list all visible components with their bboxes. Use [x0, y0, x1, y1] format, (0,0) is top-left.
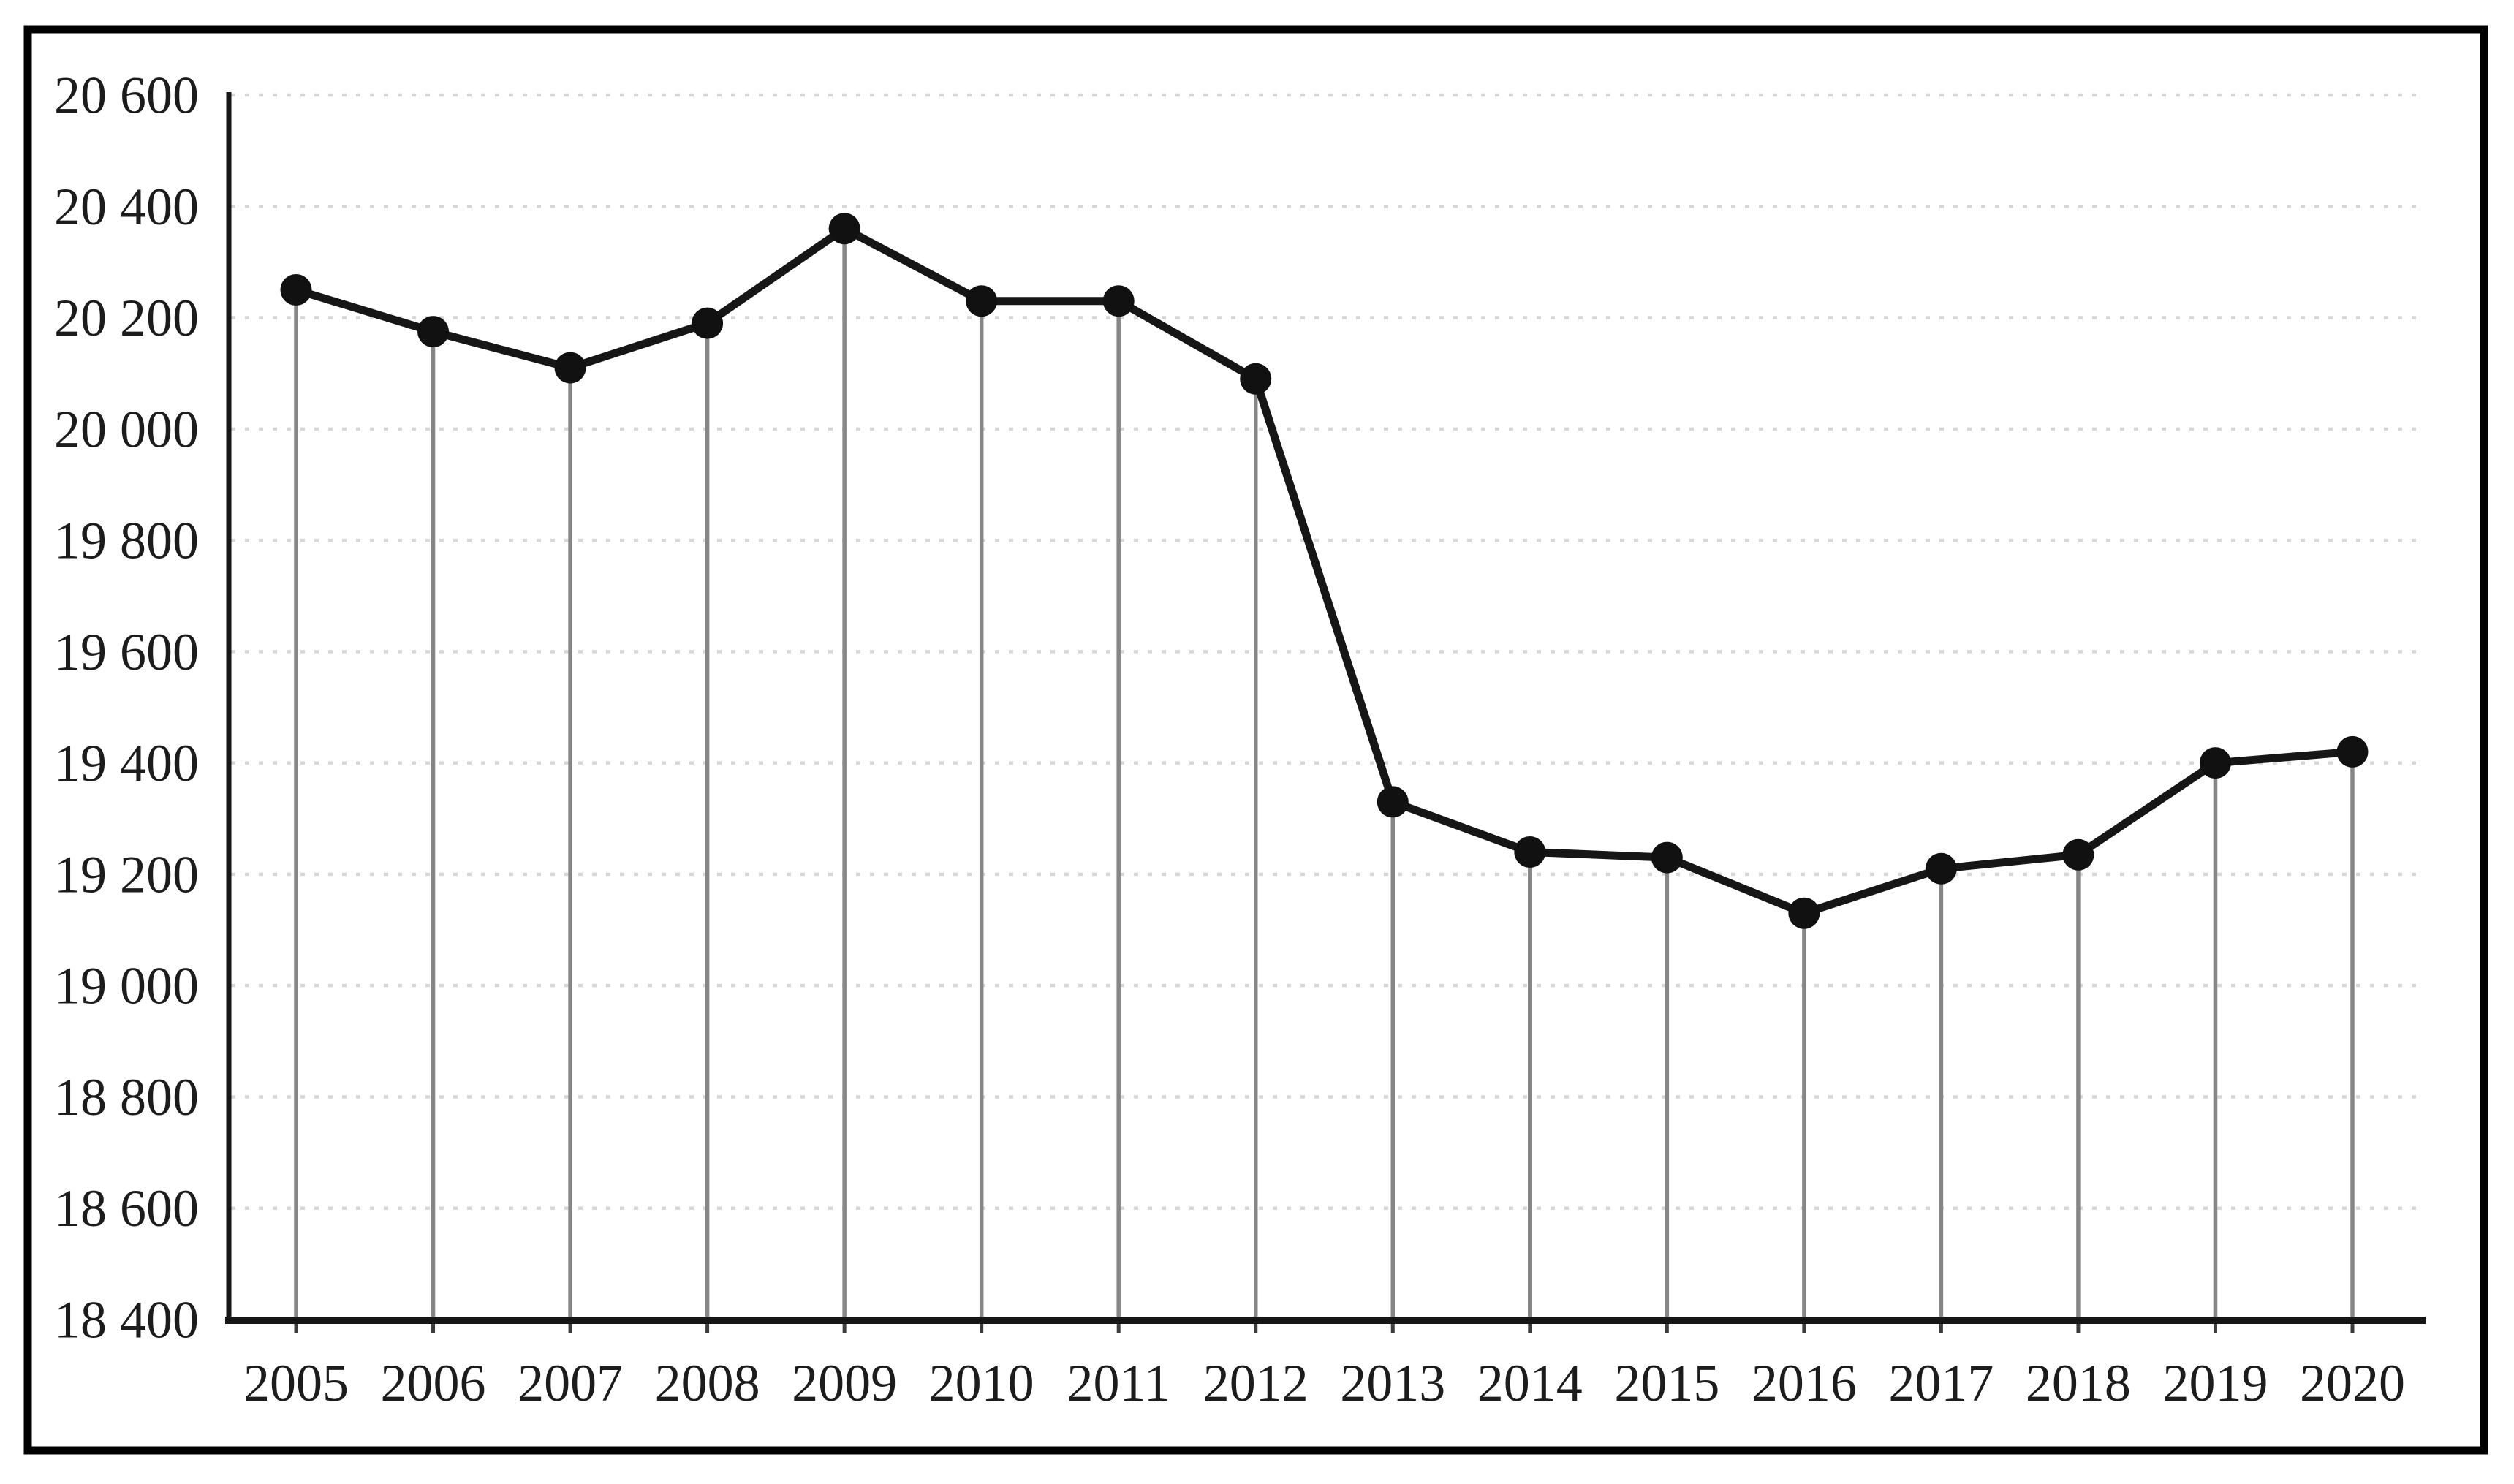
y-axis-tick-label: 19 600: [54, 623, 199, 681]
data-point-2012: [1240, 363, 1272, 395]
y-axis-tick-label: 20 000: [54, 400, 199, 458]
x-axis-tick-label: 2014: [1477, 1354, 1583, 1412]
data-point-2007: [554, 352, 586, 384]
data-point-2019: [2199, 747, 2231, 779]
x-axis-tick-label: 2012: [1203, 1354, 1309, 1412]
y-axis-tick-label: 18 400: [54, 1290, 199, 1349]
chart-border: [23, 25, 2488, 1455]
drop-lines-group: [294, 228, 2355, 1320]
data-point-2008: [692, 307, 724, 339]
data-point-2011: [1102, 285, 1135, 317]
x-axis-tick-label: 2019: [2162, 1354, 2268, 1412]
x-axis-tick-label: 2011: [1067, 1354, 1170, 1412]
x-axis-tick-label: 2009: [792, 1354, 897, 1412]
data-point-2020: [2336, 735, 2369, 768]
x-axis-tick-label: 2008: [655, 1354, 760, 1412]
gridlines-group: [231, 93, 2421, 1210]
x-axis-tick-label: 2010: [929, 1354, 1034, 1412]
data-point-2015: [1651, 841, 1683, 874]
data-point-2006: [417, 316, 450, 348]
y-axis-tick-label: 19 400: [54, 734, 199, 792]
x-axis-tick-label: 2015: [1614, 1354, 1719, 1412]
data-points-group: [280, 213, 2369, 929]
x-axis-tick-label: 2006: [381, 1354, 486, 1412]
data-series-line: [292, 224, 2357, 917]
y-axis-tick-label: 20 400: [54, 178, 199, 236]
data-point-2013: [1377, 786, 1409, 818]
y-axis-tick-label: 20 600: [54, 66, 199, 124]
data-point-2017: [1925, 852, 1957, 885]
data-point-2018: [2062, 838, 2094, 871]
data-point-2005: [280, 273, 312, 306]
data-point-2010: [966, 285, 998, 317]
y-axis-tick-label: 20 200: [54, 289, 199, 347]
x-axis-labels: 2005 2006 2007 2008 2009 2010 2011 2012 2013 2014…: [243, 1354, 2405, 1412]
y-axis-tick-label: 19 800: [54, 512, 199, 570]
x-axis-tick-label: 2017: [1888, 1354, 1994, 1412]
data-point-2014: [1514, 836, 1546, 868]
y-axis-labels: 20 600 20 400 20 200 20 000 19 800 19 600 19 4…: [54, 66, 199, 1349]
y-axis-tick-label: 18 600: [54, 1179, 199, 1238]
x-axis-tick-label: 2020: [2300, 1354, 2405, 1412]
x-axis-tick-label: 2016: [1752, 1354, 1857, 1412]
x-axis-tick-label: 2005: [243, 1354, 349, 1412]
data-point-2016: [1788, 897, 1820, 929]
x-axis-tick-label: 2007: [518, 1354, 623, 1412]
data-point-2009: [828, 213, 860, 245]
y-axis-tick-label: 18 800: [54, 1068, 199, 1127]
x-axis-tick-label: 2018: [2026, 1354, 2131, 1412]
x-axis-tick-label: 2013: [1340, 1354, 1445, 1412]
y-axis-tick-label: 19 200: [54, 845, 199, 904]
y-axis-tick-label: 19 000: [54, 957, 199, 1015]
